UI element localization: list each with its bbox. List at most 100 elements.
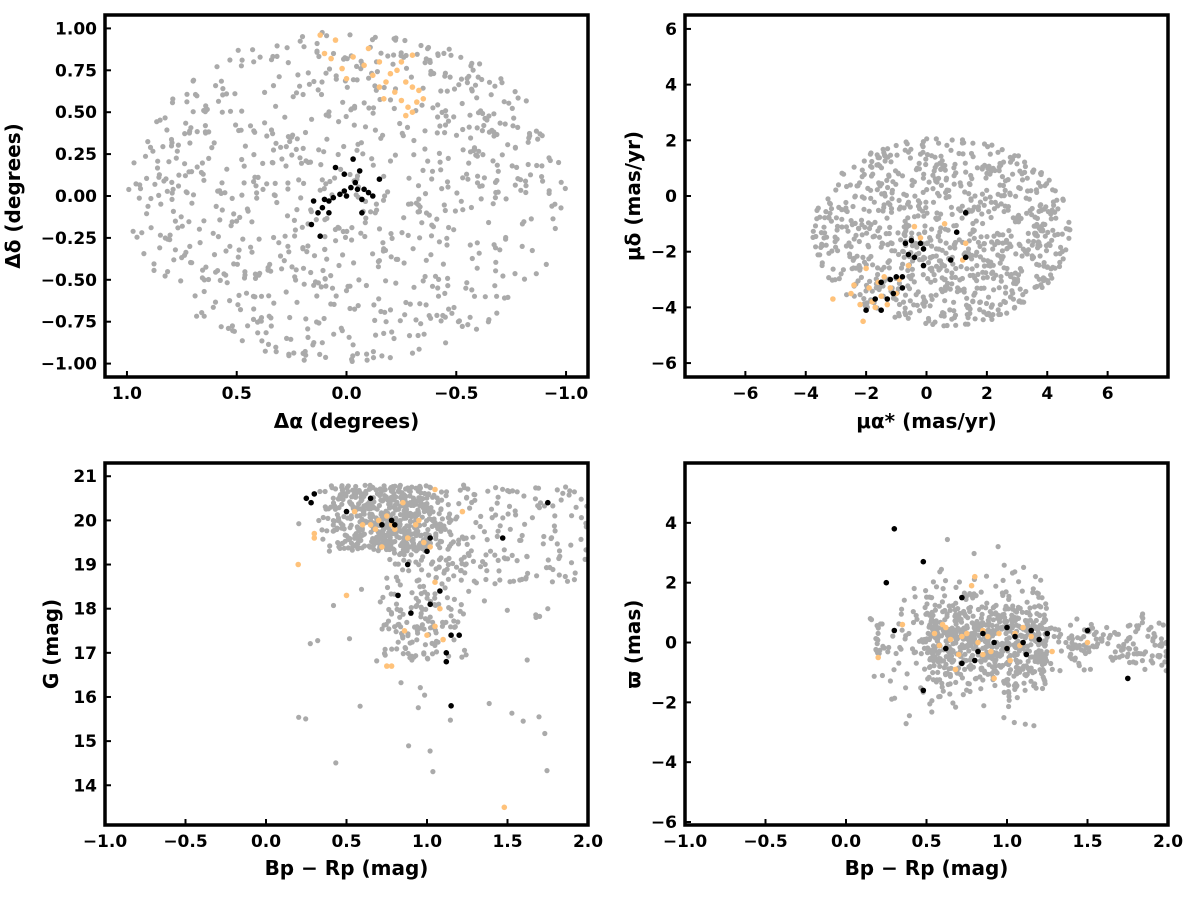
y-tick-label: 0 xyxy=(665,187,677,207)
background-point xyxy=(413,200,419,206)
background-point xyxy=(1048,216,1054,222)
background-point xyxy=(930,186,936,192)
background-point xyxy=(1156,620,1162,626)
background-point xyxy=(435,499,441,505)
background-point xyxy=(960,151,966,157)
background-point xyxy=(857,292,863,298)
background-point xyxy=(160,144,166,150)
background-point xyxy=(136,195,142,201)
background-point xyxy=(166,159,172,165)
background-point xyxy=(474,240,480,246)
background-point xyxy=(271,300,277,306)
black-member-point xyxy=(321,196,328,203)
background-point xyxy=(472,497,478,503)
orange-member-point xyxy=(437,605,443,612)
background-point xyxy=(896,660,902,666)
background-point xyxy=(426,313,432,319)
background-point xyxy=(1029,253,1035,259)
background-point xyxy=(984,643,990,649)
orange-member-point xyxy=(857,301,863,308)
background-point xyxy=(966,191,972,197)
black-member-point xyxy=(317,233,324,239)
background-point xyxy=(458,54,464,60)
background-point xyxy=(392,561,398,567)
orange-member-point xyxy=(959,633,965,640)
background-point xyxy=(433,574,439,581)
background-point xyxy=(439,581,445,587)
background-point xyxy=(497,120,503,126)
background-point xyxy=(362,124,369,130)
background-point xyxy=(408,552,414,558)
background-point xyxy=(970,299,976,305)
background-point xyxy=(364,351,370,357)
orange-member-point xyxy=(332,37,339,43)
background-point xyxy=(336,119,342,125)
background-point xyxy=(952,161,958,167)
background-point xyxy=(405,201,412,207)
background-point xyxy=(373,201,379,207)
background-point xyxy=(314,48,320,54)
background-point xyxy=(347,283,353,289)
background-point xyxy=(478,513,484,520)
background-point xyxy=(400,635,406,641)
background-point xyxy=(422,642,428,648)
background-point xyxy=(239,57,245,63)
background-point xyxy=(494,293,500,299)
background-point xyxy=(919,208,926,214)
background-point xyxy=(292,233,298,239)
black-member-point xyxy=(893,274,900,280)
background-point xyxy=(194,93,200,99)
background-point xyxy=(995,252,1001,258)
y-tick-label: 1.00 xyxy=(55,19,97,39)
background-point xyxy=(303,316,309,322)
background-point xyxy=(999,174,1006,180)
black-member-point xyxy=(899,274,906,280)
background-point xyxy=(993,272,999,278)
background-point xyxy=(936,694,942,700)
background-point xyxy=(372,210,378,216)
background-point xyxy=(942,578,949,584)
background-point xyxy=(217,217,223,223)
background-point xyxy=(444,88,450,94)
background-point xyxy=(931,623,937,630)
orange-member-point xyxy=(339,65,345,72)
background-point xyxy=(549,579,556,585)
background-point xyxy=(1019,588,1025,594)
background-point xyxy=(154,165,161,171)
background-point xyxy=(464,80,470,86)
x-tick-label: −1.0 xyxy=(663,832,708,852)
background-point xyxy=(343,491,349,497)
background-point xyxy=(484,568,490,574)
background-point xyxy=(923,639,929,645)
background-point xyxy=(1116,643,1122,649)
orange-member-point xyxy=(943,624,949,631)
background-point xyxy=(862,224,868,230)
background-point xyxy=(305,326,311,332)
background-point xyxy=(1024,599,1030,605)
background-point xyxy=(1013,622,1020,628)
background-point xyxy=(847,254,853,260)
background-point xyxy=(341,526,347,532)
background-point xyxy=(469,88,475,94)
background-point xyxy=(390,511,396,517)
background-point xyxy=(210,304,216,310)
background-point xyxy=(451,86,458,92)
background-point xyxy=(892,314,898,320)
background-point xyxy=(938,166,945,172)
background-point xyxy=(975,204,982,210)
black-member-point xyxy=(427,601,434,608)
orange-member-point xyxy=(404,535,411,541)
background-point xyxy=(290,94,296,100)
background-point xyxy=(1043,601,1049,607)
background-point xyxy=(445,275,451,281)
background-point xyxy=(397,521,403,527)
background-point xyxy=(936,603,942,609)
black-member-point xyxy=(379,522,385,528)
black-member-point xyxy=(947,257,954,263)
background-point xyxy=(999,248,1006,254)
background-point xyxy=(857,180,863,186)
orange-member-point xyxy=(432,623,438,630)
background-point xyxy=(241,163,247,169)
background-point xyxy=(980,164,986,170)
background-point xyxy=(1006,228,1012,234)
